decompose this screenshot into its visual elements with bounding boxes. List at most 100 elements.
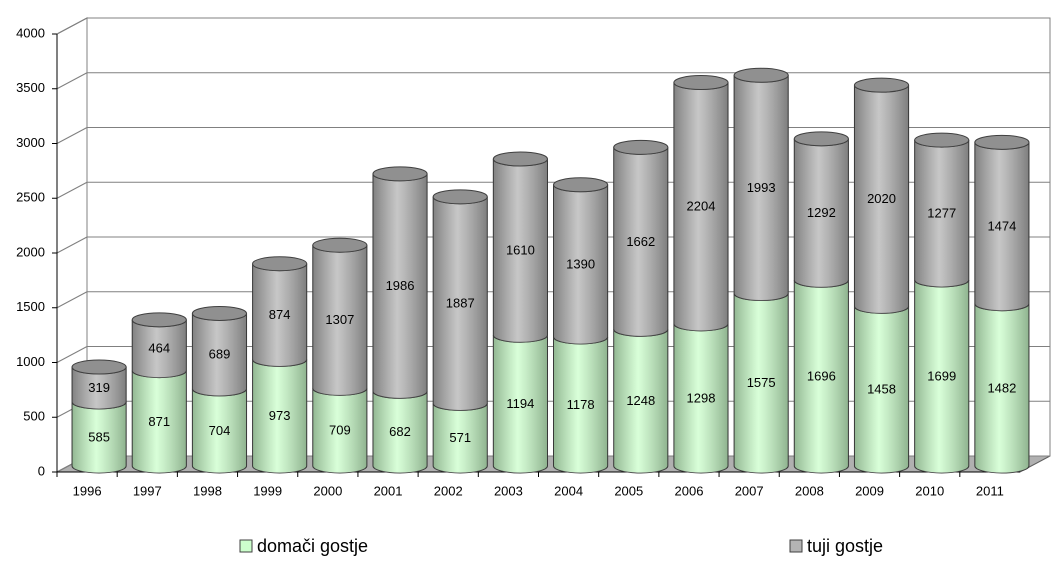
x-tick-label: 2003 bbox=[494, 483, 523, 498]
bar-cap bbox=[733, 67, 789, 83]
data-label: 709 bbox=[329, 423, 351, 438]
bar-shade bbox=[553, 337, 608, 473]
bar-shade bbox=[312, 245, 367, 396]
x-tick-label: 2001 bbox=[374, 483, 403, 498]
x-tick-label: 2011 bbox=[976, 483, 1004, 498]
bar-shade bbox=[192, 388, 247, 473]
data-label: 1474 bbox=[987, 218, 1016, 233]
x-tick-label: 2008 bbox=[795, 483, 824, 498]
data-label: 1482 bbox=[987, 380, 1016, 395]
bar-shade bbox=[433, 196, 488, 411]
data-label: 1178 bbox=[567, 397, 595, 412]
grid-line bbox=[56, 291, 88, 309]
legend-label: domači gostje bbox=[257, 536, 368, 556]
y-tick-label: 0 bbox=[38, 463, 45, 478]
bar-shade bbox=[72, 367, 127, 409]
grid-line bbox=[56, 72, 88, 90]
grid-line bbox=[56, 236, 88, 254]
bar-cap bbox=[71, 359, 127, 375]
grid-line bbox=[56, 181, 88, 199]
grid-line bbox=[56, 17, 88, 35]
data-label: 704 bbox=[209, 423, 231, 438]
data-label: 1610 bbox=[506, 243, 535, 258]
bar-cap bbox=[312, 237, 368, 253]
data-label: 1696 bbox=[807, 369, 836, 384]
x-tick-label: 2002 bbox=[434, 483, 463, 498]
bar-shade bbox=[192, 313, 247, 396]
bar-shade bbox=[854, 306, 909, 474]
bar-shade bbox=[794, 138, 849, 288]
data-label: 1887 bbox=[446, 296, 475, 311]
data-label: 1194 bbox=[506, 396, 534, 411]
legend-swatch bbox=[789, 539, 803, 553]
data-label: 1458 bbox=[867, 382, 896, 397]
data-label: 1292 bbox=[807, 205, 836, 220]
y-tick-label: 3000 bbox=[16, 135, 45, 150]
data-label: 973 bbox=[269, 408, 291, 423]
y-tick-label: 2500 bbox=[16, 190, 45, 205]
bar-cap bbox=[252, 256, 308, 272]
x-tick-label: 1999 bbox=[253, 483, 282, 498]
bar-shade bbox=[553, 184, 608, 344]
x-tick-label: 2010 bbox=[915, 483, 944, 498]
bar-shade bbox=[613, 329, 668, 473]
x-tick-label: 1997 bbox=[133, 483, 162, 498]
x-tick-label: 2007 bbox=[735, 483, 764, 498]
bar-shade bbox=[372, 391, 428, 473]
data-label: 464 bbox=[148, 341, 170, 356]
bar-cap bbox=[131, 312, 187, 328]
data-label: 871 bbox=[148, 414, 170, 429]
bar-shade bbox=[433, 403, 488, 473]
bar-cap bbox=[492, 151, 548, 167]
bar-cap bbox=[673, 75, 729, 91]
data-label: 1248 bbox=[626, 393, 655, 408]
bar-shade bbox=[132, 370, 187, 473]
bar-cap bbox=[553, 177, 609, 193]
bar-shade bbox=[974, 142, 1029, 311]
data-label: 1699 bbox=[927, 368, 956, 383]
bar-cap bbox=[974, 134, 1030, 150]
bar-shade bbox=[613, 147, 668, 337]
bar-cap bbox=[914, 132, 970, 148]
data-label: 1993 bbox=[747, 180, 776, 195]
bar-shade bbox=[673, 323, 729, 473]
data-label: 1277 bbox=[927, 205, 956, 220]
data-label: 1307 bbox=[325, 312, 354, 327]
x-tick-label: 1996 bbox=[73, 483, 102, 498]
bar-shade bbox=[974, 303, 1029, 474]
data-label: 2204 bbox=[687, 199, 716, 214]
bar-shade bbox=[372, 173, 428, 399]
bar-cap bbox=[613, 139, 669, 155]
x-tick-label: 2005 bbox=[614, 483, 643, 498]
x-tick-label: 2000 bbox=[313, 483, 342, 498]
bar-cap bbox=[853, 77, 910, 93]
data-label: 1390 bbox=[566, 256, 595, 271]
bar-shade bbox=[493, 335, 548, 473]
x-tick-label: 2004 bbox=[554, 483, 583, 498]
data-label: 1662 bbox=[626, 234, 655, 249]
y-tick-label: 1000 bbox=[16, 354, 45, 369]
x-tick-label: 2009 bbox=[855, 483, 884, 498]
data-label: 1575 bbox=[747, 375, 776, 390]
legend-swatch bbox=[239, 539, 253, 553]
data-label: 1298 bbox=[687, 390, 716, 405]
data-label: 689 bbox=[209, 347, 231, 362]
data-label: 1986 bbox=[386, 278, 415, 293]
x-tick-label: 1998 bbox=[193, 483, 222, 498]
bar-shade bbox=[252, 263, 307, 367]
bar-shade bbox=[734, 75, 789, 301]
y-tick-label: 500 bbox=[23, 409, 45, 424]
bar-shade bbox=[673, 82, 729, 331]
bar-cap bbox=[372, 166, 428, 182]
bar-shade bbox=[854, 85, 909, 314]
data-label: 874 bbox=[269, 307, 291, 322]
data-label: 2020 bbox=[867, 191, 896, 206]
y-tick-label: 3500 bbox=[16, 80, 45, 95]
data-label: 571 bbox=[449, 430, 471, 445]
x-tick-label: 2006 bbox=[675, 483, 704, 498]
grid-line bbox=[56, 346, 88, 363]
data-label: 319 bbox=[88, 380, 110, 395]
bar-shade bbox=[132, 319, 187, 378]
bar-shade bbox=[914, 279, 969, 474]
